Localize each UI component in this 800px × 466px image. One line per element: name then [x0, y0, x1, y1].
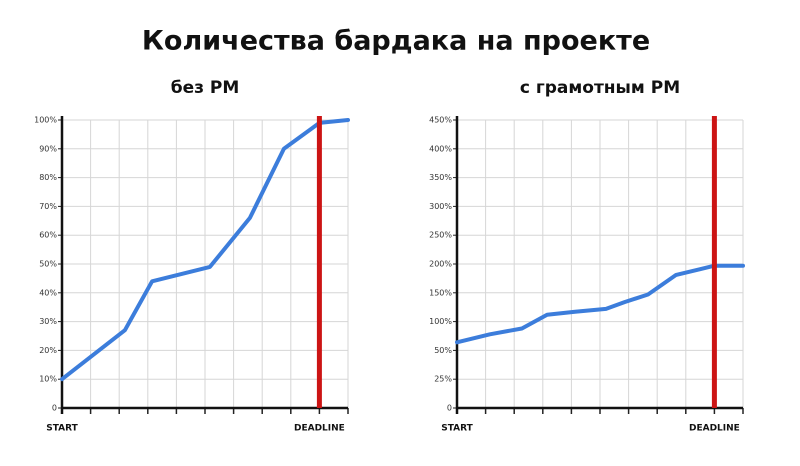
- y-tick-label: 150%: [429, 288, 452, 297]
- y-tick-label: 0: [52, 404, 57, 413]
- y-tick-label: 50%: [39, 260, 57, 269]
- y-tick-label: 300%: [429, 202, 452, 211]
- y-tick-label: 20%: [39, 346, 57, 355]
- y-tick-label: 100%: [34, 116, 57, 125]
- y-tick-label: 200%: [429, 260, 452, 269]
- y-tick-label: 10%: [39, 375, 57, 384]
- y-tick-label: 90%: [39, 144, 57, 153]
- y-tick-label: 25%: [434, 375, 452, 384]
- x-tick-label: START: [441, 424, 473, 434]
- data-line: [60, 118, 350, 382]
- y-tick-label: 70%: [39, 202, 57, 211]
- y-tick-label: 450%: [429, 116, 452, 125]
- x-tick-label: DEADLINE: [294, 424, 345, 434]
- y-tick-label: 0: [447, 404, 452, 413]
- page-title: Количества бардака на проекте: [142, 26, 650, 57]
- y-tick-label: 50%: [434, 346, 452, 355]
- chart-title: без PM: [171, 78, 240, 98]
- x-tick-label: DEADLINE: [689, 424, 740, 434]
- y-tick-label: 80%: [39, 173, 57, 182]
- y-tick-label: 100%: [429, 317, 452, 326]
- chart-title: с грамотным PM: [520, 78, 680, 98]
- data-line: [455, 263, 745, 345]
- y-tick-label: 350%: [429, 173, 452, 182]
- y-tick-label: 30%: [39, 317, 57, 326]
- y-tick-label: 60%: [39, 231, 57, 240]
- y-tick-label: 250%: [429, 231, 452, 240]
- x-tick-label: START: [46, 424, 78, 434]
- y-tick-label: 400%: [429, 144, 452, 153]
- y-tick-label: 40%: [39, 288, 57, 297]
